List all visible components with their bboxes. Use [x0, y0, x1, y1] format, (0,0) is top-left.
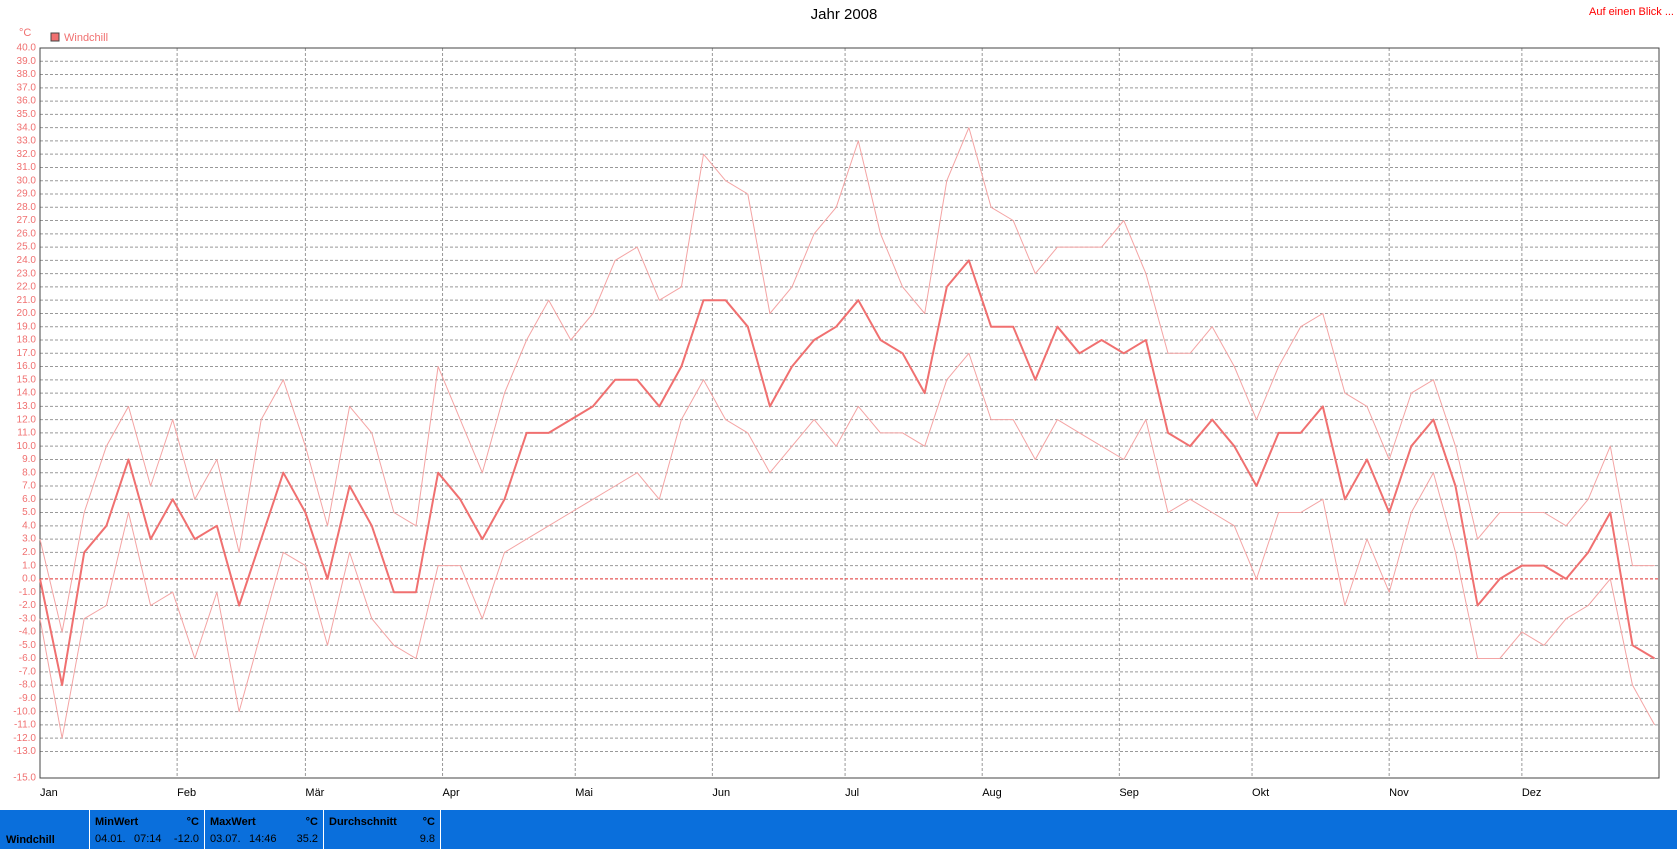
series-line	[39, 127, 1655, 633]
y-tick-label: -4.0	[19, 627, 37, 638]
y-tick-label: 7.0	[22, 481, 36, 492]
y-tick-label: 30.0	[17, 175, 37, 186]
max-date: 03.07.	[210, 833, 241, 845]
y-tick-label: 1.0	[22, 560, 36, 571]
y-tick-label: 27.0	[17, 215, 37, 226]
y-tick-label: 6.0	[22, 494, 36, 505]
min-cell: MinWert °C 04.01. 07:14 -12.0	[89, 810, 204, 849]
x-tick-label: Nov	[1389, 787, 1409, 799]
y-tick-label: -12.0	[13, 733, 36, 744]
y-tick-label: 20.0	[17, 308, 37, 319]
y-tick-label: -5.0	[19, 640, 37, 651]
max-unit: °C	[305, 816, 318, 828]
avg-title: Durchschnitt	[329, 816, 397, 828]
y-tick-label: 2.0	[22, 547, 36, 558]
plot-frame	[39, 47, 1660, 779]
y-tick-label: 24.0	[17, 255, 37, 266]
min-time: 07:14	[134, 833, 162, 845]
y-tick-label: -13.0	[13, 746, 36, 757]
x-tick-label: Jan	[40, 787, 58, 799]
y-tick-label: 12.0	[17, 414, 37, 425]
y-tick-label: -6.0	[19, 653, 37, 664]
y-tick-label: -11.0	[14, 720, 36, 731]
y-tick-label: 18.0	[17, 335, 37, 346]
x-tick-label: Jun	[712, 787, 730, 799]
max-cell: MaxWert °C 03.07. 14:46 35.2	[204, 810, 323, 849]
y-tick-label: 39.0	[17, 56, 37, 67]
y-tick-label: 36.0	[17, 96, 37, 107]
y-tick-label: -7.0	[19, 666, 37, 677]
y-tick-label: 32.0	[17, 149, 37, 160]
x-tick-label: Mai	[575, 787, 593, 799]
y-tick-label: -2.0	[19, 600, 37, 611]
x-tick-label: Sep	[1119, 787, 1139, 799]
y-tick-label: 4.0	[22, 520, 36, 531]
y-tick-label: 0.0	[22, 574, 36, 585]
x-tick-label: Okt	[1252, 787, 1269, 799]
y-tick-label: 35.0	[17, 109, 37, 120]
max-title: MaxWert	[210, 816, 256, 828]
chart: Jahr 2008 Auf einen Blick ... °C Windchi…	[13, 6, 1674, 799]
summary-label: Windchill	[6, 834, 55, 846]
x-tick-label: Dez	[1522, 787, 1542, 799]
y-tick-label: 3.0	[22, 534, 36, 545]
y-tick-label: -9.0	[19, 693, 37, 704]
y-unit: °C	[19, 27, 31, 39]
y-tick-label: 31.0	[17, 162, 37, 173]
y-tick-label: 9.0	[22, 454, 36, 465]
x-tick-label: Mär	[305, 787, 324, 799]
series-line	[39, 352, 1656, 739]
x-tick-label: Feb	[177, 787, 196, 799]
y-tick-label: 21.0	[17, 295, 37, 306]
y-tick-label: 14.0	[17, 388, 37, 399]
y-tick-label: 38.0	[17, 69, 37, 80]
x-tick-label: Apr	[443, 787, 460, 799]
x-tick-label: Jul	[845, 787, 859, 799]
y-tick-label: 25.0	[17, 242, 37, 253]
y-tick-label: 22.0	[17, 282, 37, 293]
overview-link[interactable]: Auf einen Blick ...	[1589, 6, 1674, 18]
y-tick-label: 5.0	[22, 507, 36, 518]
y-tick-label: 19.0	[17, 321, 37, 332]
avg-cell: Durchschnitt °C 9.8	[323, 810, 441, 849]
max-time: 14:46	[249, 833, 277, 845]
y-tick-label: 17.0	[17, 348, 37, 359]
y-tick-label: 33.0	[17, 136, 37, 147]
min-date: 04.01.	[95, 833, 126, 845]
legend-swatch	[50, 32, 60, 42]
summary-bar: Windchill MinWert °C 04.01. 07:14 -12.0 …	[0, 810, 1677, 849]
y-tick-label: -10.0	[13, 706, 36, 717]
y-tick-label: -15.0	[13, 773, 36, 784]
y-tick-label: 40.0	[17, 43, 37, 54]
y-tick-label: 23.0	[17, 268, 37, 279]
y-tick-label: -1.0	[19, 587, 37, 598]
y-tick-label: 28.0	[17, 202, 37, 213]
y-tick-label: 16.0	[17, 361, 37, 372]
series-line	[39, 259, 1656, 687]
chart-title: Jahr 2008	[811, 6, 878, 23]
y-tick-label: 34.0	[17, 122, 37, 133]
min-unit: °C	[186, 816, 199, 828]
y-tick-label: 13.0	[17, 401, 37, 412]
min-value: -12.0	[173, 833, 199, 845]
avg-value: 9.8	[419, 833, 435, 845]
x-tick-label: Aug	[982, 787, 1002, 799]
y-tick-label: 10.0	[17, 441, 37, 452]
y-tick-label: -3.0	[19, 613, 37, 624]
y-tick-label: 11.0	[17, 428, 36, 439]
y-tick-label: 15.0	[17, 374, 37, 385]
y-tick-label: 26.0	[17, 228, 37, 239]
y-tick-label: -8.0	[19, 680, 37, 691]
max-value: 35.2	[296, 833, 318, 845]
legend-label: Windchill	[64, 32, 108, 44]
avg-unit: °C	[422, 816, 435, 828]
y-tick-label: 37.0	[17, 82, 37, 93]
y-tick-label: 29.0	[17, 189, 37, 200]
y-tick-label: 8.0	[22, 467, 36, 478]
min-title: MinWert	[95, 816, 139, 828]
